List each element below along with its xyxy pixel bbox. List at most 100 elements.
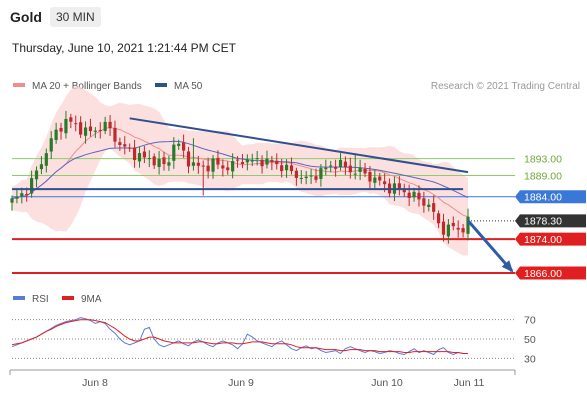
candle-3 xyxy=(25,193,29,195)
asset-title: Gold xyxy=(10,9,42,25)
x-tick-label-3: Jun 11 xyxy=(454,377,485,389)
timestamp: Thursday, June 10, 2021 1:21:44 PM CET xyxy=(12,41,236,55)
candle-29 xyxy=(152,156,156,166)
candle-32 xyxy=(167,162,171,166)
candle-10 xyxy=(59,127,63,132)
legend-swatch-bollinger xyxy=(13,83,25,87)
candle-7 xyxy=(44,153,48,166)
level-label-1: 1889.00 xyxy=(524,170,562,182)
candle-30 xyxy=(157,158,161,168)
candle-58 xyxy=(294,170,298,178)
level-label-3: 1878.30 xyxy=(524,216,562,228)
candle-40 xyxy=(206,165,210,172)
candle-18 xyxy=(98,130,102,132)
candle-50 xyxy=(255,158,259,160)
candle-25 xyxy=(132,147,137,161)
candle-44 xyxy=(226,167,230,171)
timeframe-badge[interactable]: 30 MIN xyxy=(50,7,101,27)
legend-credit: Research © 2021 Trading Central xyxy=(431,81,580,92)
legend-ma50: MA 50 xyxy=(174,81,203,92)
rsi-tick-label-2: 30 xyxy=(524,353,536,365)
legend-bollinger: MA 20 + Bollinger Bands xyxy=(32,81,142,92)
candle-42 xyxy=(216,157,220,165)
legend-swatch-ma50 xyxy=(155,83,167,87)
candle-93 xyxy=(466,216,470,234)
candle-39 xyxy=(201,165,205,167)
x-axis: Jun 8 Jun 9 Jun 10 Jun 11 xyxy=(9,369,516,389)
x-tick-label-0: Jun 8 xyxy=(82,377,108,389)
candle-8 xyxy=(49,138,53,152)
candle-52 xyxy=(265,158,269,165)
ma50-line xyxy=(11,140,469,199)
rsi-panel: 70 50 30 xyxy=(11,315,536,365)
candle-80 xyxy=(402,188,406,193)
candle-13 xyxy=(74,123,78,125)
candle-23 xyxy=(123,144,127,147)
candle-1 xyxy=(15,196,19,199)
candle-37 xyxy=(191,162,196,166)
candle-86 xyxy=(432,203,436,212)
candle-74 xyxy=(373,177,377,183)
candle-0 xyxy=(10,198,14,203)
candle-33 xyxy=(172,144,176,161)
x-tick-label-2: Jun 10 xyxy=(371,377,403,389)
candle-6 xyxy=(39,164,44,170)
legend-rsi: RSI xyxy=(32,294,49,305)
candle-28 xyxy=(147,158,151,160)
candle-79 xyxy=(397,183,401,189)
candle-88 xyxy=(441,221,446,235)
level-label-2: 1884.00 xyxy=(524,192,562,204)
candle-89 xyxy=(446,224,450,237)
candle-53 xyxy=(270,160,274,163)
candle-24 xyxy=(128,147,132,149)
candle-27 xyxy=(142,151,146,158)
candle-4 xyxy=(30,178,34,194)
candle-87 xyxy=(436,213,441,224)
candle-73 xyxy=(368,171,372,182)
candle-47 xyxy=(240,162,245,164)
legend-swatch-9ma xyxy=(62,296,74,300)
candle-70 xyxy=(353,173,357,175)
candle-75 xyxy=(378,176,382,181)
candle-72 xyxy=(363,169,367,174)
level-label-4: 1874.00 xyxy=(524,234,562,246)
price-panel xyxy=(10,86,515,275)
candle-9 xyxy=(54,129,58,140)
candle-45 xyxy=(231,161,235,172)
candle-68 xyxy=(343,161,348,168)
candle-11 xyxy=(64,118,68,134)
candle-61 xyxy=(309,175,313,177)
level-label-0: 1893.00 xyxy=(524,153,562,165)
candle-82 xyxy=(412,191,416,198)
legend-swatch-rsi xyxy=(13,296,25,300)
candle-17 xyxy=(93,130,97,132)
candle-20 xyxy=(108,121,112,129)
candle-55 xyxy=(280,165,284,172)
candle-84 xyxy=(422,198,426,206)
candle-2 xyxy=(20,193,24,197)
candle-41 xyxy=(211,158,215,172)
candle-60 xyxy=(304,176,308,179)
candle-34 xyxy=(177,143,181,146)
candle-57 xyxy=(289,165,294,172)
candle-90 xyxy=(451,222,455,227)
candle-54 xyxy=(275,160,279,165)
candle-85 xyxy=(427,204,431,207)
candle-12 xyxy=(69,117,73,122)
candle-67 xyxy=(338,159,343,168)
candle-15 xyxy=(83,127,88,136)
level-label-5: 1866.00 xyxy=(524,268,562,280)
candle-19 xyxy=(103,121,107,132)
candle-91 xyxy=(456,227,460,230)
candle-59 xyxy=(299,177,303,179)
legend-9ma: 9MA xyxy=(81,294,102,305)
candle-51 xyxy=(260,159,264,167)
trendline-0 xyxy=(129,117,469,174)
candle-62 xyxy=(314,176,318,180)
candle-81 xyxy=(407,192,411,198)
candle-31 xyxy=(162,157,166,165)
candle-65 xyxy=(329,165,333,167)
level-badge-4 xyxy=(515,232,586,246)
bollinger-band xyxy=(12,86,468,256)
